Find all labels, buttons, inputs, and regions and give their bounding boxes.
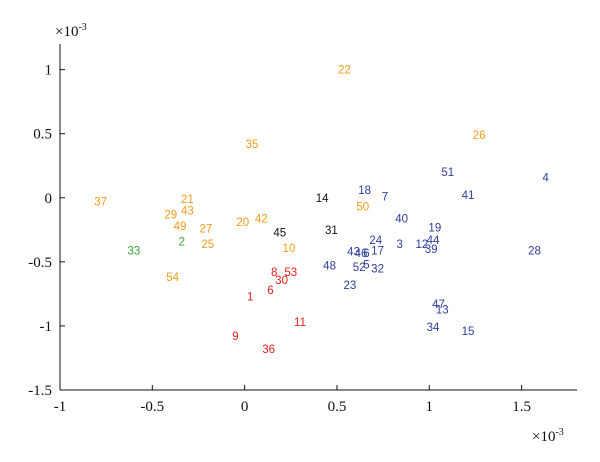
point-label-37: 37 [94, 197, 107, 209]
x-exponent-label: ×10-3 [532, 427, 564, 445]
x-exponent-power: -3 [555, 427, 563, 438]
point-label-14: 14 [316, 193, 329, 205]
point-label-50: 50 [356, 202, 369, 214]
point-label-36: 36 [262, 344, 275, 356]
point-label-20: 20 [236, 217, 249, 229]
point-label-26: 26 [473, 130, 486, 142]
point-label-25: 25 [201, 239, 214, 251]
y-exponent-base: ×10 [55, 24, 78, 40]
point-label-52: 52 [353, 262, 366, 274]
point-label-5: 5 [363, 259, 369, 271]
point-label-29: 29 [164, 209, 177, 221]
point-label-54: 54 [166, 272, 179, 284]
point-label-40: 40 [395, 213, 408, 225]
point-label-47: 47 [432, 299, 445, 311]
point-label-11: 11 [294, 317, 306, 329]
point-label-51: 51 [441, 167, 454, 179]
point-label-45: 45 [273, 227, 286, 239]
point-label-8: 8 [271, 267, 277, 279]
point-label-13: 13 [436, 304, 449, 316]
point-label-28: 28 [528, 245, 541, 257]
point-label-23: 23 [343, 280, 356, 292]
y-tick-label: -1 [40, 319, 53, 335]
point-label-30: 30 [275, 275, 288, 287]
point-label-42: 42 [255, 213, 268, 225]
point-label-19: 19 [428, 222, 441, 234]
y-tick-label: 0.5 [33, 127, 52, 143]
x-tick-label: -1 [54, 399, 67, 415]
point-label-41: 41 [462, 190, 475, 202]
point-label-46: 46 [355, 248, 368, 260]
point-label-33: 33 [127, 245, 140, 257]
point-label-27: 27 [199, 224, 212, 236]
x-tick-label: 0.5 [328, 399, 347, 415]
x-tick-label: 1.5 [512, 399, 531, 415]
point-label-24: 24 [369, 235, 382, 247]
point-label-9: 9 [232, 331, 238, 343]
point-label-22: 22 [338, 65, 351, 77]
point-label-15: 15 [462, 326, 475, 338]
point-label-18: 18 [358, 185, 371, 197]
point-label-21: 21 [181, 194, 194, 206]
point-label-32: 32 [371, 263, 384, 275]
point-label-3: 3 [397, 239, 403, 251]
point-label-7: 7 [382, 191, 388, 203]
y-exponent-power: -3 [78, 22, 86, 33]
y-tick-label: -1.5 [28, 383, 52, 399]
point-label-10: 10 [283, 243, 296, 255]
point-label-6: 6 [267, 285, 273, 297]
point-label-12: 12 [416, 239, 429, 251]
point-label-43: 43 [181, 206, 194, 218]
point-label-1: 1 [247, 291, 253, 303]
x-tick-label: 0 [241, 399, 249, 415]
point-label-35: 35 [246, 139, 259, 151]
axes-frame [59, 44, 577, 391]
point-label-34: 34 [427, 322, 440, 334]
point-label-6: 6 [363, 248, 369, 260]
point-label-4: 4 [542, 172, 549, 184]
y-exponent-label: ×10-3 [55, 22, 87, 40]
plot-area [60, 44, 577, 390]
point-label-43: 43 [347, 247, 360, 259]
x-tick-label: 1 [426, 399, 434, 415]
y-axis-ticks: -1.5 -1 -0.5 0 0.5 1 [28, 63, 65, 399]
x-axis-ticks: -1 -0.5 0 0.5 1 1.5 [54, 385, 531, 415]
point-label-31: 31 [325, 225, 338, 237]
point-label-44: 44 [427, 235, 440, 247]
point-label-39: 39 [425, 244, 438, 256]
x-exponent-base: ×10 [532, 429, 555, 445]
x-tick-label: -0.5 [140, 399, 164, 415]
point-label-48: 48 [323, 261, 336, 273]
point-label-17: 17 [371, 245, 384, 257]
y-tick-label: 1 [45, 63, 53, 79]
y-tick-label: 0 [45, 191, 53, 207]
y-tick-label: -0.5 [28, 255, 52, 271]
point-label-53: 53 [284, 267, 297, 279]
point-label-49: 49 [174, 221, 187, 233]
point-label-2: 2 [179, 236, 185, 248]
